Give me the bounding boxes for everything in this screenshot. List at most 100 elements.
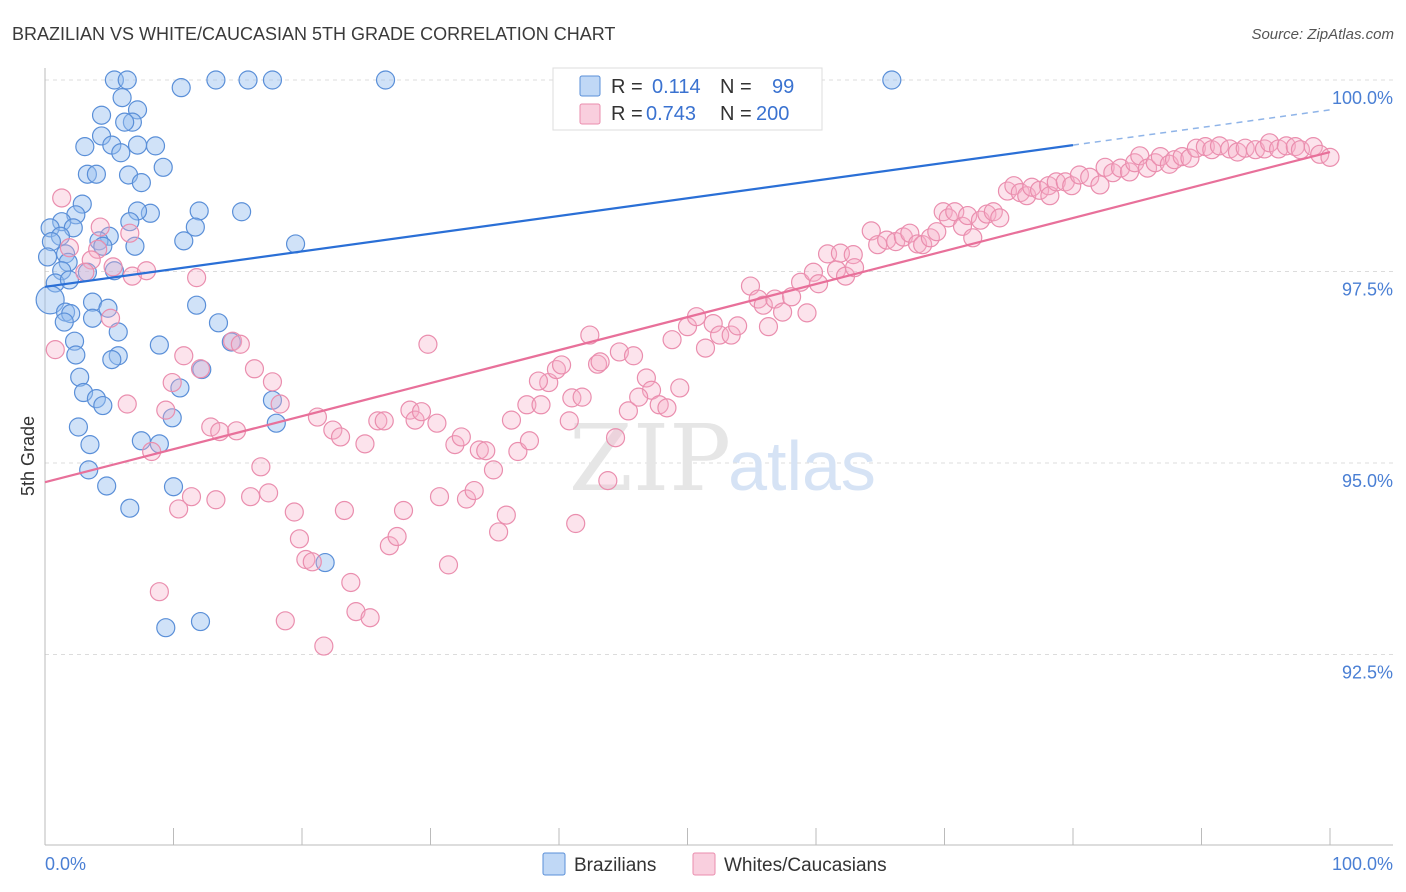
- brazilians-point: [232, 202, 252, 222]
- whites-point: [728, 316, 748, 336]
- whites-point: [355, 434, 375, 454]
- y-tick-label: 100.0%: [1332, 88, 1393, 108]
- brazilians-point: [68, 417, 89, 437]
- trend-lines: [44, 109, 1331, 484]
- brazilians-trend-line: [44, 144, 1074, 288]
- whites-point: [262, 372, 283, 392]
- legend-brazilians-swatch: [542, 852, 566, 876]
- whites-point: [244, 359, 265, 379]
- whites-point: [162, 372, 182, 393]
- whites-point: [609, 342, 629, 362]
- whites-point: [501, 410, 522, 430]
- whites-point: [662, 330, 682, 350]
- axes: [44, 68, 1393, 846]
- whites-point: [753, 295, 773, 315]
- brazilians-point: [174, 231, 194, 251]
- whites-point: [190, 359, 211, 379]
- whites-point: [411, 402, 432, 422]
- brazilians-point: [93, 395, 113, 416]
- brazilians-point: [91, 105, 112, 125]
- whites-point: [670, 378, 690, 398]
- x-tick-label-max: 100.0%: [1332, 854, 1393, 874]
- whites-point: [360, 608, 380, 628]
- whites-point: [45, 340, 65, 360]
- whites-point: [445, 435, 465, 455]
- whites-point: [629, 387, 649, 407]
- y-tick-label: 92.5%: [1342, 663, 1393, 683]
- brazilians-point: [145, 136, 166, 156]
- whites-point: [605, 428, 626, 448]
- whites-point: [1235, 138, 1255, 158]
- whites-point: [174, 346, 194, 366]
- whites-point: [258, 483, 279, 503]
- whites-point: [223, 331, 243, 351]
- brazilians-point: [208, 313, 229, 333]
- whites-point: [90, 217, 110, 237]
- whites-point: [368, 411, 388, 431]
- chart-title: BRAZILIAN VS WHITE/CAUCASIAN 5TH GRADE C…: [12, 24, 615, 44]
- brazilians-point: [162, 408, 182, 428]
- whites-point: [1062, 176, 1082, 196]
- whites-point: [703, 313, 723, 334]
- brazilians-point: [72, 194, 92, 214]
- legend-r-value-2: 0.743: [646, 103, 696, 125]
- whites-point: [314, 636, 334, 656]
- whites-point: [451, 427, 471, 447]
- whites-point: [323, 420, 343, 440]
- brazilians-point: [82, 308, 103, 328]
- whites-point: [464, 480, 484, 501]
- brazilians-point: [117, 70, 137, 90]
- whites-point: [1180, 148, 1200, 168]
- whites-point: [797, 303, 817, 323]
- whites-point: [1022, 177, 1042, 197]
- brazilians-point: [375, 70, 396, 90]
- legend-n-label-1: N =: [720, 76, 752, 98]
- whites-point: [1119, 162, 1140, 182]
- whites-point: [1172, 147, 1192, 167]
- whites-point: [241, 487, 261, 507]
- brazilians-point: [153, 157, 173, 177]
- whites-point: [181, 487, 202, 507]
- whites-point: [1090, 175, 1110, 195]
- whites-point: [913, 235, 933, 255]
- whites-point: [590, 352, 610, 372]
- whites-point: [117, 394, 137, 414]
- brazilians-point: [187, 295, 207, 315]
- legend-n-value-2: 200: [756, 103, 789, 125]
- whites-point: [346, 602, 366, 622]
- whites-points: [45, 133, 1340, 656]
- whites-point: [531, 395, 551, 415]
- brazilians-point: [185, 217, 205, 237]
- brazilians-point: [122, 112, 142, 132]
- whites-point: [1164, 150, 1185, 170]
- whites-trend-line: [44, 150, 1331, 484]
- brazilians-point: [120, 212, 140, 232]
- whites-point: [618, 401, 638, 421]
- whites-point: [1029, 180, 1050, 200]
- y-axis-label: 5th Grade: [18, 416, 38, 496]
- whites-point: [142, 441, 162, 462]
- y-tick-labels: 100.0% 97.5% 95.0% 92.5%: [1332, 88, 1393, 683]
- whites-point: [933, 202, 953, 222]
- brazilians-point: [171, 78, 191, 98]
- whites-point: [75, 262, 95, 282]
- whites-point: [1145, 153, 1165, 173]
- legend-brazilians-label: Brazilians: [574, 855, 656, 876]
- brazilians-point: [189, 201, 209, 221]
- whites-point: [562, 388, 582, 408]
- brazilians-point: [163, 477, 184, 497]
- legend-r-label-2: R =: [611, 103, 643, 125]
- whites-point: [519, 431, 540, 451]
- whites-point: [649, 395, 669, 415]
- brazilians-point: [127, 201, 148, 221]
- whites-point: [169, 499, 189, 519]
- whites-point: [657, 398, 677, 418]
- legend-n-label-2: N =: [720, 103, 752, 125]
- brazilians-point: [80, 435, 100, 455]
- whites-point: [100, 308, 121, 328]
- whites-point: [489, 522, 509, 542]
- brazilians-point: [97, 476, 117, 496]
- legend-r-value-1: 0.114: [652, 76, 701, 98]
- whites-point: [251, 457, 271, 477]
- legend-whites-swatch: [692, 852, 716, 876]
